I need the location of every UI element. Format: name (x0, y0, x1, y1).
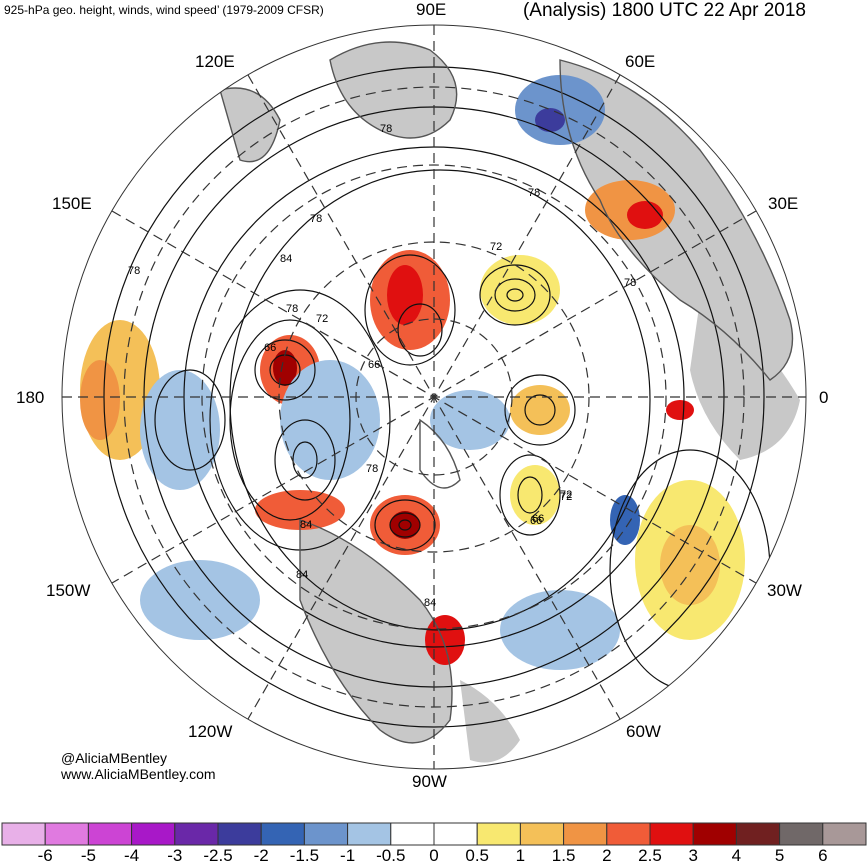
colorbar-swatch (476, 822, 521, 846)
contour-label: 78 (528, 187, 540, 199)
contour-label: 72 (490, 241, 502, 253)
colorbar-tick-label: -6 (37, 846, 53, 865)
colorbar-tick-label: -5 (80, 846, 96, 865)
lon-label-120w: 120W (188, 722, 233, 741)
colorbar-swatch (303, 822, 349, 846)
colorbar-tick-label: 1 (515, 846, 526, 865)
lon-label-60e: 60E (625, 52, 656, 71)
contour-label: 66 (532, 513, 544, 525)
colorbar-tick-label: -1.5 (289, 846, 320, 865)
contour-label: 84 (300, 519, 312, 531)
colorbar-swatch (433, 822, 478, 846)
lon-label-180: 180 (16, 388, 45, 407)
contour-label: 72 (316, 313, 328, 325)
contour-label: 66 (530, 515, 542, 527)
lon-label-90e: 90E (416, 0, 447, 19)
colorbar-tick-label: -3 (167, 846, 183, 865)
colorbar-tick-label: -1 (340, 846, 356, 865)
contour-label: 72 (560, 489, 572, 501)
contour-label: 78 (128, 265, 140, 277)
contour-label: 84 (296, 569, 308, 581)
contour-label: 66 (264, 342, 276, 354)
colorbar (1, 822, 867, 846)
colorbar-tick-label: 4 (731, 846, 742, 865)
lon-label-150w: 150W (46, 581, 91, 600)
credit-handle: @AliciaMBentley (61, 750, 168, 766)
colorbar-swatch (692, 822, 737, 846)
lon-label-90w: 90W (412, 772, 447, 791)
colorbar-tick-label: 2 (602, 846, 612, 865)
contour-label: 78 (366, 463, 378, 475)
colorbar-swatch (217, 822, 262, 846)
contour-label: 78 (624, 277, 636, 289)
contour-label-group: 78 78 84 78 72 66 66 72 78 78 72 66 84 7… (128, 123, 636, 609)
contour-label: 78 (310, 213, 322, 225)
lon-label-30w: 30W (767, 581, 802, 600)
contour-label: 78 (380, 123, 392, 135)
contour-label: 72 (560, 491, 572, 503)
colorbar-swatch (87, 822, 133, 846)
colorbar-swatch (347, 822, 392, 846)
colorbar-tick-label: 2.5 (638, 846, 662, 865)
land-shading (220, 42, 800, 763)
contour-label: 66 (368, 359, 380, 371)
colorbar-tick-label: 1.5 (551, 846, 576, 865)
colorbar-swatch (779, 822, 824, 846)
colorbar-swatch (606, 822, 651, 846)
map-subtitle: 925-hPa geo. height, winds, wind speed’ … (4, 3, 324, 17)
contour-label: 84 (280, 253, 292, 265)
lon-label-150e: 150E (52, 194, 92, 213)
map-disc (62, 25, 806, 769)
colorbar-swatch (174, 822, 219, 846)
colorbar-tick-label: 5 (774, 846, 785, 865)
colorbar-swatch (822, 822, 867, 846)
colorbar-tick-label: 3 (688, 846, 698, 865)
colorbar-swatch (390, 822, 435, 846)
credit-website: www.AliciaMBentley.com (61, 766, 216, 782)
polar-map: 78 78 84 78 72 66 66 72 78 78 72 66 84 7… (61, 24, 807, 770)
lon-label-120e: 120E (195, 52, 235, 71)
colorbar-tick-label: -2 (253, 846, 269, 865)
lon-label-30e: 30E (768, 194, 799, 213)
map-title: (Analysis) 1800 UTC 22 Apr 2018 (522, 0, 806, 21)
colorbar-swatch (260, 822, 305, 846)
colorbar-swatch (44, 822, 89, 846)
colorbar-tick-label: 0.5 (465, 846, 490, 865)
colorbar-tick-label: 0 (429, 846, 439, 865)
colorbar-tick-label: -2.5 (203, 846, 233, 865)
contour-label: 78 (286, 303, 298, 315)
lon-label-60w: 60W (626, 722, 661, 741)
colorbar-tick-label: -4 (124, 846, 140, 865)
map-boundary (61, 24, 807, 770)
contour-label: 84 (424, 597, 436, 609)
colorbar-tick-label: -0.5 (376, 846, 406, 865)
colorbar-swatch (131, 822, 176, 846)
colorbar-swatch (1, 822, 46, 846)
colorbar-swatch (563, 822, 608, 846)
colorbar-swatch (519, 822, 565, 846)
colorbar-tick-label: 6 (818, 846, 828, 865)
coastlines (219, 41, 794, 744)
lon-label-0: 0 (819, 388, 829, 407)
colorbar-swatch (649, 822, 694, 846)
colorbar-swatch (735, 822, 781, 846)
lat-lon-grid (62, 25, 806, 769)
